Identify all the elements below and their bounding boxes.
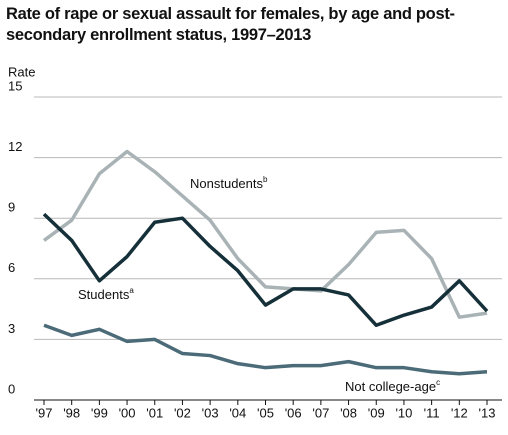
series-label: Nonstudentsb — [190, 175, 268, 191]
x-tick-label: '12 — [451, 405, 468, 420]
y-tick-label: 6 — [8, 260, 15, 275]
y-tick-label: 0 — [8, 381, 15, 396]
x-tick-label: '07 — [312, 405, 329, 420]
y-tick-label: 15 — [8, 78, 22, 93]
x-tick-label: '97 — [36, 405, 53, 420]
y-tick-label: 3 — [8, 321, 15, 336]
x-tick-label: '04 — [229, 405, 246, 420]
x-tick-label: '02 — [174, 405, 191, 420]
x-tick-label: '03 — [202, 405, 219, 420]
x-tick-label: '98 — [63, 405, 80, 420]
x-tick-label: '09 — [368, 405, 385, 420]
x-tick-label: '01 — [146, 405, 163, 420]
x-tick-label: '10 — [395, 405, 412, 420]
x-tick-label: '11 — [424, 405, 440, 420]
series-line — [42, 149, 488, 319]
y-tick-label: 12 — [8, 139, 22, 154]
series-name: Nonstudents — [190, 176, 263, 191]
series-footnote: c — [436, 378, 440, 387]
y-tick-label: 9 — [8, 200, 15, 215]
series-line — [43, 323, 488, 376]
series-footnote: a — [129, 286, 134, 295]
x-tick-label: '06 — [285, 405, 302, 420]
x-tick-label: '08 — [340, 405, 357, 420]
x-tick-label: '13 — [479, 405, 496, 420]
x-tick-label: '00 — [119, 405, 136, 420]
series-name: Students — [78, 287, 130, 302]
series-label: Studentsa — [78, 286, 134, 302]
series-line — [42, 212, 489, 328]
chart-title: Rate of rape or sexual assault for femal… — [6, 5, 455, 44]
y-axis-label: Rate — [8, 64, 35, 79]
x-tick-label: '05 — [257, 405, 274, 420]
x-tick-label: '99 — [91, 405, 108, 420]
series-label: Not college-agec — [345, 378, 440, 394]
series-name: Not college-age — [345, 379, 436, 394]
series-footnote: b — [263, 175, 268, 184]
